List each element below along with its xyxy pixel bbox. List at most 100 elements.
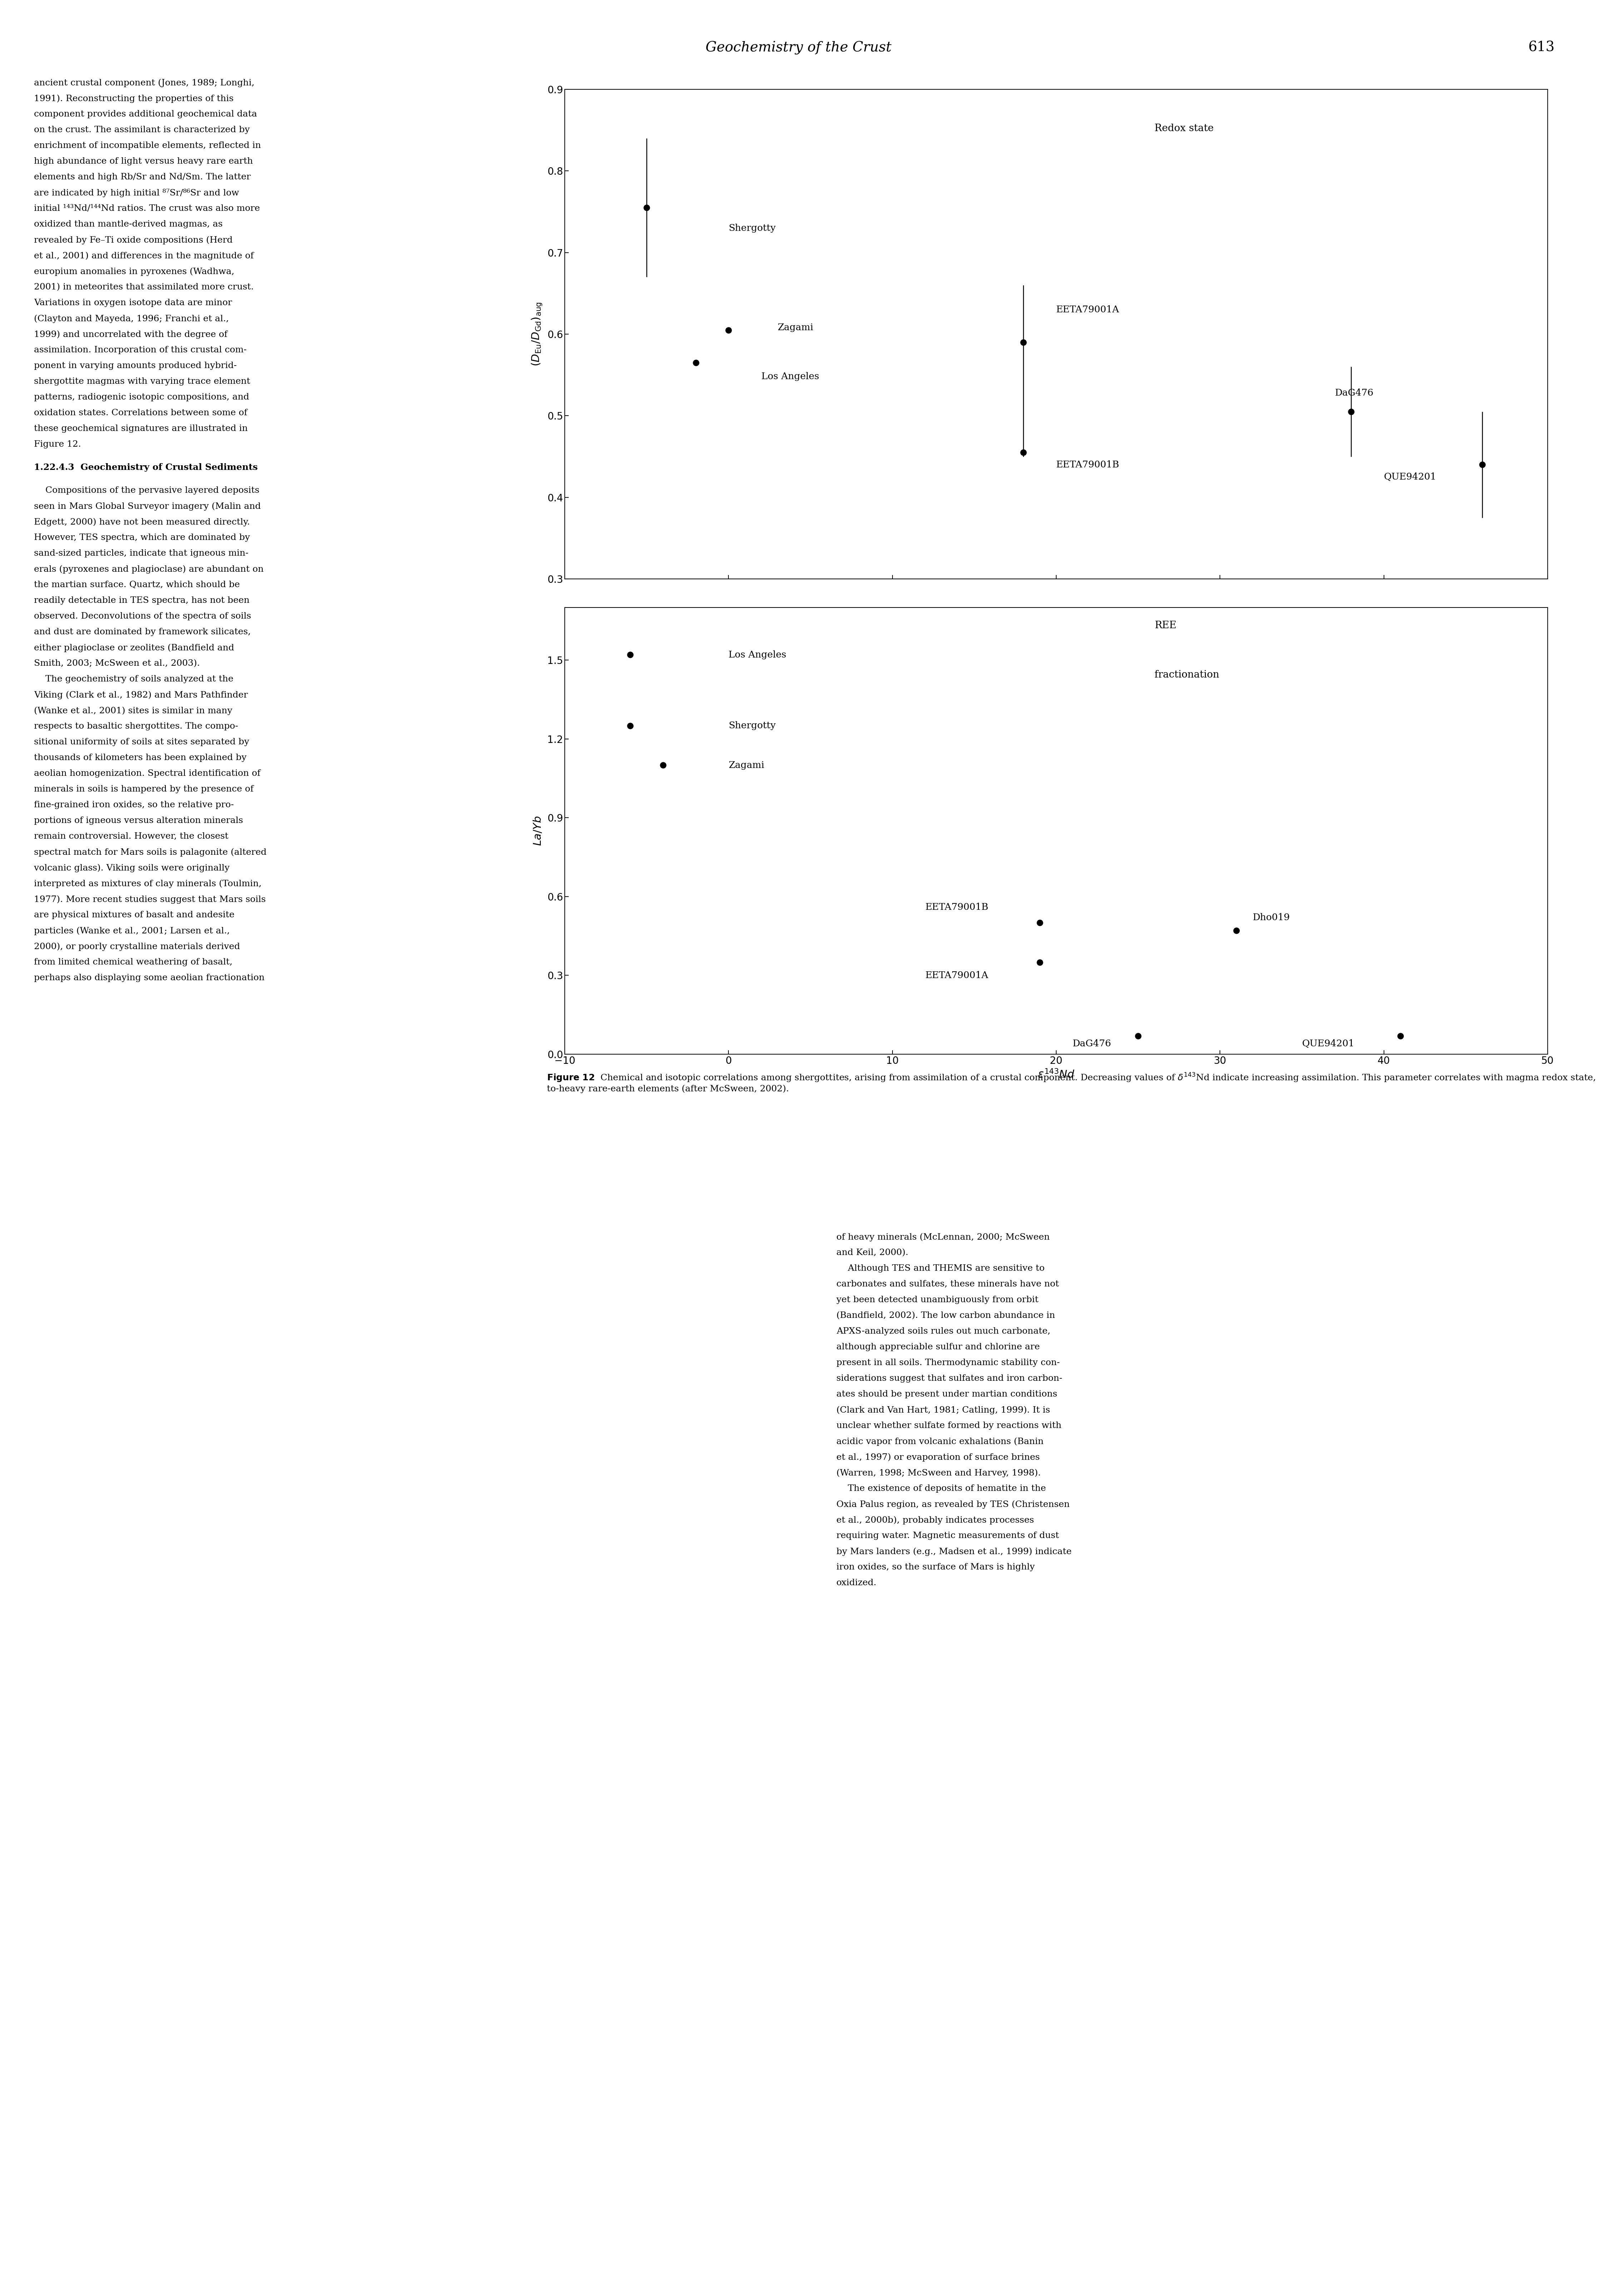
Text: either plagioclase or zeolites (Bandfield and: either plagioclase or zeolites (Bandfiel…	[34, 643, 235, 652]
Text: EETA79001A: EETA79001A	[1056, 305, 1119, 315]
Text: patterns, radiogenic isotopic compositions, and: patterns, radiogenic isotopic compositio…	[34, 393, 249, 402]
Text: present in all soils. Thermodynamic stability con-: present in all soils. Thermodynamic stab…	[837, 1359, 1060, 1366]
Text: ates should be present under martian conditions: ates should be present under martian con…	[837, 1389, 1057, 1398]
Text: by Mars landers (e.g., Madsen et al., 1999) indicate: by Mars landers (e.g., Madsen et al., 19…	[837, 1548, 1072, 1557]
Text: Shergotty: Shergotty	[728, 721, 776, 730]
Text: Los Angeles: Los Angeles	[762, 372, 819, 381]
Text: Variations in oxygen isotope data are minor: Variations in oxygen isotope data are mi…	[34, 298, 232, 308]
Text: of heavy minerals (McLennan, 2000; McSween: of heavy minerals (McLennan, 2000; McSwe…	[837, 1233, 1049, 1242]
Text: assimilation. Incorporation of this crustal com-: assimilation. Incorporation of this crus…	[34, 347, 246, 354]
Text: QUE94201: QUE94201	[1302, 1040, 1354, 1049]
Text: et al., 1997) or evaporation of surface brines: et al., 1997) or evaporation of surface …	[837, 1453, 1040, 1463]
Text: 1999) and uncorrelated with the degree of: 1999) and uncorrelated with the degree o…	[34, 331, 227, 338]
Text: aeolian homogenization. Spectral identification of: aeolian homogenization. Spectral identif…	[34, 769, 260, 778]
Text: $\bf{Figure\ 12}$  Chemical and isotopic correlations among shergottites, arisin: $\bf{Figure\ 12}$ Chemical and isotopic …	[546, 1072, 1597, 1093]
X-axis label: $\varepsilon^{143}$Nd: $\varepsilon^{143}$Nd	[1038, 1070, 1075, 1081]
Text: minerals in soils is hampered by the presence of: minerals in soils is hampered by the pre…	[34, 785, 254, 794]
Text: 1977). More recent studies suggest that Mars soils: 1977). More recent studies suggest that …	[34, 895, 265, 905]
Text: unclear whether sulfate formed by reactions with: unclear whether sulfate formed by reacti…	[837, 1421, 1062, 1430]
Text: (Clayton and Mayeda, 1996; Franchi et al.,: (Clayton and Mayeda, 1996; Franchi et al…	[34, 315, 228, 324]
Text: interpreted as mixtures of clay minerals (Toulmin,: interpreted as mixtures of clay minerals…	[34, 879, 262, 889]
Text: revealed by Fe–Ti oxide compositions (Herd: revealed by Fe–Ti oxide compositions (He…	[34, 236, 233, 243]
Text: Oxia Palus region, as revealed by TES (Christensen: Oxia Palus region, as revealed by TES (C…	[837, 1499, 1070, 1508]
Text: 2001) in meteorites that assimilated more crust.: 2001) in meteorites that assimilated mor…	[34, 282, 254, 292]
Text: (Bandfield, 2002). The low carbon abundance in: (Bandfield, 2002). The low carbon abunda…	[837, 1311, 1056, 1320]
Text: REE: REE	[1155, 620, 1177, 631]
Text: The existence of deposits of hematite in the: The existence of deposits of hematite in…	[837, 1486, 1046, 1492]
Text: Redox state: Redox state	[1155, 124, 1214, 133]
Text: these geochemical signatures are illustrated in: these geochemical signatures are illustr…	[34, 425, 248, 432]
Text: and Keil, 2000).: and Keil, 2000).	[837, 1249, 909, 1256]
Text: fractionation: fractionation	[1155, 670, 1219, 680]
Y-axis label: $La/Yb$: $La/Yb$	[532, 815, 543, 845]
Text: (Clark and Van Hart, 1981; Catling, 1999). It is: (Clark and Van Hart, 1981; Catling, 1999…	[837, 1405, 1051, 1414]
Text: europium anomalies in pyroxenes (Wadhwa,: europium anomalies in pyroxenes (Wadhwa,	[34, 266, 235, 276]
Text: remain controversial. However, the closest: remain controversial. However, the close…	[34, 831, 228, 840]
Text: on the crust. The assimilant is characterized by: on the crust. The assimilant is characte…	[34, 126, 249, 133]
Text: elements and high Rb/Sr and Nd/Sm. The latter: elements and high Rb/Sr and Nd/Sm. The l…	[34, 172, 251, 181]
Text: are indicated by high initial ⁸⁷Sr/⁸⁶Sr and low: are indicated by high initial ⁸⁷Sr/⁸⁶Sr …	[34, 188, 240, 197]
Text: Compositions of the pervasive layered deposits: Compositions of the pervasive layered de…	[34, 487, 259, 494]
Text: shergottite magmas with varying trace element: shergottite magmas with varying trace el…	[34, 377, 251, 386]
Text: thousands of kilometers has been explained by: thousands of kilometers has been explain…	[34, 753, 246, 762]
Text: Dho019: Dho019	[1252, 914, 1290, 923]
Text: siderations suggest that sulfates and iron carbon-: siderations suggest that sulfates and ir…	[837, 1375, 1062, 1382]
Text: oxidized than mantle-derived magmas, as: oxidized than mantle-derived magmas, as	[34, 220, 222, 227]
Text: iron oxides, so the surface of Mars is highly: iron oxides, so the surface of Mars is h…	[837, 1564, 1035, 1570]
Text: perhaps also displaying some aeolian fractionation: perhaps also displaying some aeolian fra…	[34, 974, 265, 983]
Text: although appreciable sulfur and chlorine are: although appreciable sulfur and chlorine…	[837, 1343, 1040, 1350]
Text: enrichment of incompatible elements, reflected in: enrichment of incompatible elements, ref…	[34, 142, 260, 149]
Text: EETA79001B: EETA79001B	[1056, 459, 1119, 468]
Text: volcanic glass). Viking soils were originally: volcanic glass). Viking soils were origi…	[34, 863, 230, 872]
Text: are physical mixtures of basalt and andesite: are physical mixtures of basalt and ande…	[34, 912, 235, 918]
Text: Edgett, 2000) have not been measured directly.: Edgett, 2000) have not been measured dir…	[34, 519, 251, 526]
Text: et al., 2000b), probably indicates processes: et al., 2000b), probably indicates proce…	[837, 1515, 1033, 1525]
Text: Figure 12.: Figure 12.	[34, 441, 81, 448]
Text: Although TES and THEMIS are sensitive to: Although TES and THEMIS are sensitive to	[837, 1265, 1044, 1272]
Text: Zagami: Zagami	[728, 760, 765, 769]
Text: EETA79001A: EETA79001A	[925, 971, 989, 980]
Text: (Wanke et al., 2001) sites is similar in many: (Wanke et al., 2001) sites is similar in…	[34, 707, 233, 714]
Text: from limited chemical weathering of basalt,: from limited chemical weathering of basa…	[34, 957, 233, 967]
Text: sand-sized particles, indicate that igneous min-: sand-sized particles, indicate that igne…	[34, 549, 249, 558]
Text: APXS-analyzed soils rules out much carbonate,: APXS-analyzed soils rules out much carbo…	[837, 1327, 1051, 1336]
Text: However, TES spectra, which are dominated by: However, TES spectra, which are dominate…	[34, 533, 251, 542]
Text: particles (Wanke et al., 2001; Larsen et al.,: particles (Wanke et al., 2001; Larsen et…	[34, 928, 230, 934]
Text: fine-grained iron oxides, so the relative pro-: fine-grained iron oxides, so the relativ…	[34, 801, 233, 808]
Text: observed. Deconvolutions of the spectra of soils: observed. Deconvolutions of the spectra …	[34, 613, 251, 620]
Text: 1.22.4.3  Geochemistry of Crustal Sediments: 1.22.4.3 Geochemistry of Crustal Sedimen…	[34, 464, 257, 471]
Text: high abundance of light versus heavy rare earth: high abundance of light versus heavy rar…	[34, 156, 252, 165]
Text: Zagami: Zagami	[778, 324, 813, 333]
Text: EETA79001B: EETA79001B	[925, 902, 989, 912]
Text: Smith, 2003; McSween et al., 2003).: Smith, 2003; McSween et al., 2003).	[34, 659, 200, 668]
Text: initial ¹⁴³Nd/¹⁴⁴Nd ratios. The crust was also more: initial ¹⁴³Nd/¹⁴⁴Nd ratios. The crust wa…	[34, 204, 260, 214]
Text: respects to basaltic shergottites. The compo-: respects to basaltic shergottites. The c…	[34, 723, 238, 730]
Text: carbonates and sulfates, these minerals have not: carbonates and sulfates, these minerals …	[837, 1281, 1059, 1288]
Text: yet been detected unambiguously from orbit: yet been detected unambiguously from orb…	[837, 1295, 1038, 1304]
Text: erals (pyroxenes and plagioclase) are abundant on: erals (pyroxenes and plagioclase) are ab…	[34, 565, 264, 574]
Text: ponent in varying amounts produced hybrid-: ponent in varying amounts produced hybri…	[34, 363, 236, 370]
Text: Los Angeles: Los Angeles	[728, 650, 786, 659]
Text: sitional uniformity of soils at sites separated by: sitional uniformity of soils at sites se…	[34, 737, 249, 746]
Text: oxidation states. Correlations between some of: oxidation states. Correlations between s…	[34, 409, 248, 418]
Text: 613: 613	[1528, 41, 1555, 55]
Text: Shergotty: Shergotty	[728, 223, 776, 232]
Text: Geochemistry of the Crust: Geochemistry of the Crust	[706, 41, 891, 55]
Text: Viking (Clark et al., 1982) and Mars Pathfinder: Viking (Clark et al., 1982) and Mars Pat…	[34, 691, 248, 700]
Text: (Warren, 1998; McSween and Harvey, 1998).: (Warren, 1998; McSween and Harvey, 1998)…	[837, 1469, 1041, 1476]
Text: readily detectable in TES spectra, has not been: readily detectable in TES spectra, has n…	[34, 597, 249, 604]
Text: the martian surface. Quartz, which should be: the martian surface. Quartz, which shoul…	[34, 581, 240, 588]
Y-axis label: $(D_{\rm Eu}/D_{\rm Gd})_{\rm aug}$: $(D_{\rm Eu}/D_{\rm Gd})_{\rm aug}$	[530, 301, 543, 367]
Text: DaG476: DaG476	[1335, 388, 1373, 397]
Text: ancient crustal component (Jones, 1989; Longhi,: ancient crustal component (Jones, 1989; …	[34, 78, 254, 87]
Text: et al., 2001) and differences in the magnitude of: et al., 2001) and differences in the mag…	[34, 253, 254, 259]
Text: requiring water. Magnetic measurements of dust: requiring water. Magnetic measurements o…	[837, 1531, 1059, 1541]
Text: 2000), or poorly crystalline materials derived: 2000), or poorly crystalline materials d…	[34, 941, 240, 951]
Text: 1991). Reconstructing the properties of this: 1991). Reconstructing the properties of …	[34, 94, 233, 103]
Text: acidic vapor from volcanic exhalations (Banin: acidic vapor from volcanic exhalations (…	[837, 1437, 1043, 1446]
Text: oxidized.: oxidized.	[837, 1580, 877, 1587]
Text: portions of igneous versus alteration minerals: portions of igneous versus alteration mi…	[34, 817, 243, 824]
Text: component provides additional geochemical data: component provides additional geochemica…	[34, 110, 257, 119]
Text: and dust are dominated by framework silicates,: and dust are dominated by framework sili…	[34, 627, 251, 636]
Text: DaG476: DaG476	[1073, 1040, 1112, 1049]
